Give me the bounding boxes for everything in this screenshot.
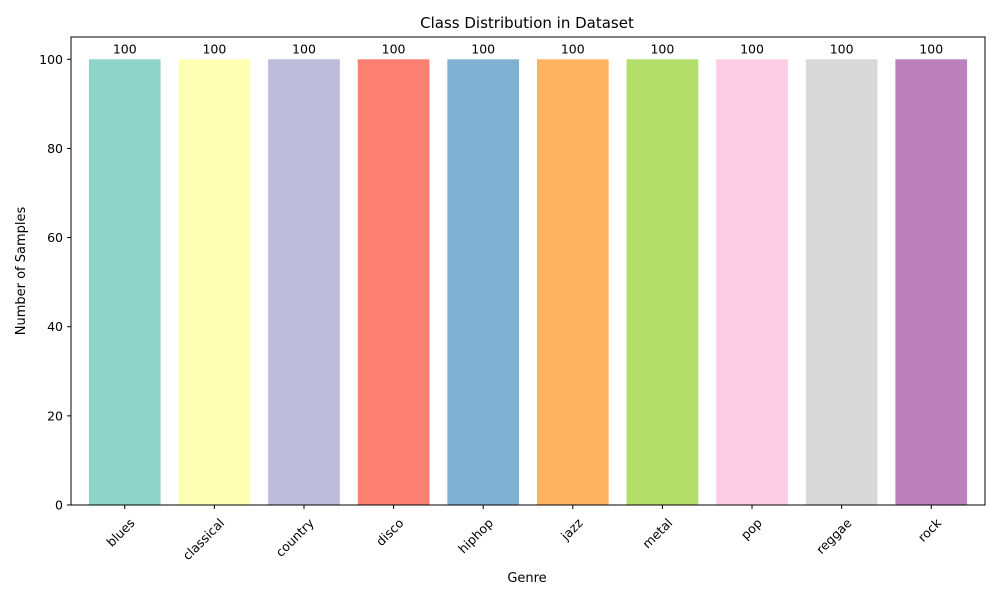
y-tick-label-80: 80 [47, 141, 63, 156]
bar-blues [88, 59, 161, 505]
data-labels-group: 100 100 100 100 100 100 100 100 100 100 [113, 41, 943, 56]
bar-hiphop [447, 59, 520, 505]
data-label-pop: 100 [740, 41, 764, 56]
data-label-rock: 100 [919, 41, 943, 56]
bar-disco [357, 59, 430, 505]
plot-frame [70, 36, 986, 506]
x-tick-label-disco: disco [373, 515, 407, 549]
x-tick-label-rock: rock [915, 515, 945, 545]
data-label-country: 100 [292, 41, 316, 56]
bar-rock [895, 59, 968, 505]
x-tick-label-metal: metal [639, 515, 675, 551]
y-tick-label-0: 0 [55, 498, 63, 513]
data-label-metal: 100 [650, 41, 674, 56]
bar-country [268, 59, 340, 505]
x-tick-label-country: country [272, 515, 317, 560]
x-tick-label-classical: classical [180, 515, 228, 563]
data-label-hiphop: 100 [471, 41, 495, 56]
data-label-jazz: 100 [561, 41, 585, 56]
data-label-reggae: 100 [830, 41, 854, 56]
x-tick-label-blues: blues [103, 515, 137, 549]
y-tick-label-20: 20 [47, 408, 63, 423]
data-label-blues: 100 [113, 41, 137, 56]
bar-reggae [805, 59, 878, 505]
data-label-classical: 100 [202, 41, 226, 56]
x-tick-label-reggae: reggae [813, 515, 855, 557]
bar-pop [716, 59, 788, 505]
x-tick-label-jazz: jazz [557, 515, 586, 544]
y-axis: 0 20 40 60 80 100 [39, 52, 71, 513]
data-label-disco: 100 [382, 41, 406, 56]
x-axis: blues classical country disco hiphop jazz meta… [103, 505, 945, 563]
y-tick-label-60: 60 [47, 230, 63, 245]
bars-group [88, 59, 968, 505]
bar-jazz [536, 59, 609, 505]
bar-classical [178, 59, 251, 505]
x-axis-title: Genre [507, 571, 546, 586]
y-tick-label-40: 40 [47, 319, 63, 334]
x-tick-label-hiphop: hiphop [455, 515, 496, 556]
bar-metal [626, 59, 699, 505]
y-axis-title: Number of Samples [14, 207, 29, 336]
x-tick-label-pop: pop [738, 515, 765, 542]
y-tick-label-100: 100 [39, 52, 63, 67]
chart-title: Class Distribution in Dataset [420, 14, 634, 32]
